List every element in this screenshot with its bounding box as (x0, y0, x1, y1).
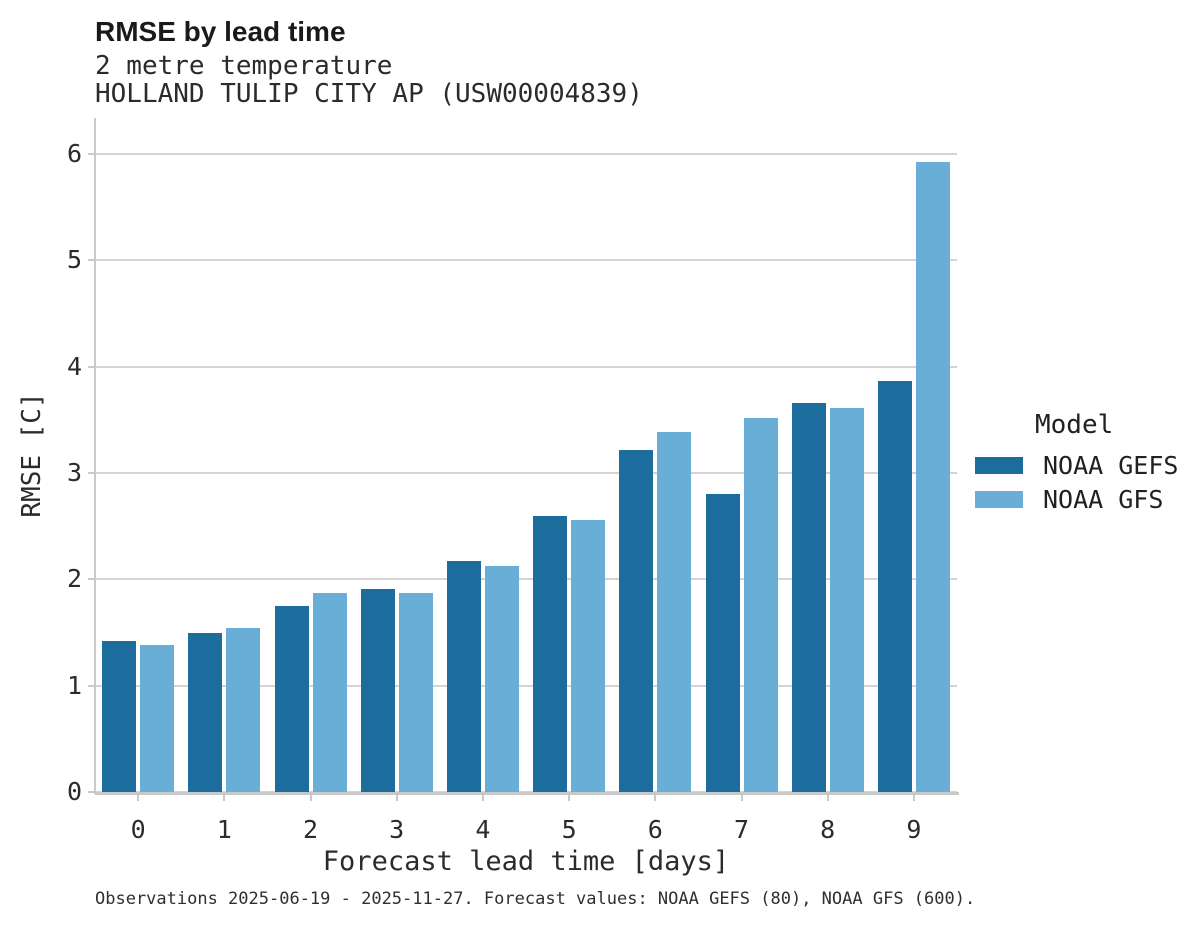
x-tick-mark-8 (826, 795, 829, 801)
x-tick-label-4: 4 (475, 815, 491, 844)
y-tick-mark-2 (88, 578, 95, 581)
bar-noaa-gfs-day-9 (915, 161, 950, 792)
x-tick-label-5: 5 (561, 815, 577, 844)
x-tick-label-6: 6 (647, 815, 663, 844)
y-tick-mark-0 (88, 791, 95, 793)
legend-swatch-noaa-gefs (975, 456, 1023, 474)
y-tick-label-1: 1 (66, 670, 82, 700)
bar-noaa-gefs-day-9 (877, 380, 912, 792)
y-tick-label-3: 3 (66, 458, 82, 488)
bar-noaa-gefs-day-8 (791, 402, 826, 792)
y-axis-line (94, 118, 96, 794)
y-tick-label-6: 6 (66, 139, 82, 169)
chart-title: RMSE by lead time (95, 16, 346, 47)
x-tick-label-3: 3 (389, 815, 405, 844)
bar-noaa-gfs-day-1 (226, 628, 261, 792)
legend-label: NOAA GFS (1043, 484, 1164, 514)
bar-noaa-gfs-day-7 (743, 417, 778, 792)
x-axis-line (95, 792, 959, 795)
y-tick-mark-3 (88, 472, 95, 475)
bar-noaa-gfs-day-6 (657, 431, 692, 792)
chart-subtitle-variable: 2 metre temperature (95, 51, 393, 81)
legend-item-noaa-gfs: NOAA GFS (975, 482, 1190, 516)
y-tick-mark-1 (88, 684, 95, 687)
bar-noaa-gefs-day-6 (619, 449, 654, 792)
y-tick-mark-6 (88, 153, 95, 156)
y-tick-label-5: 5 (66, 245, 82, 275)
x-tick-mark-5 (568, 795, 571, 801)
bar-noaa-gefs-day-4 (446, 561, 481, 792)
x-axis-title: Forecast lead time [days] (322, 846, 730, 877)
gridline-y-1 (95, 684, 957, 687)
gridline-y-5 (95, 259, 957, 262)
bar-noaa-gefs-day-0 (102, 641, 137, 792)
x-tick-mark-2 (309, 795, 312, 801)
y-tick-label-4: 4 (66, 351, 82, 381)
gridline-y-2 (95, 578, 957, 581)
x-tick-mark-6 (654, 795, 657, 801)
x-tick-label-1: 1 (216, 815, 232, 844)
y-axis-title: RMSE [C] (17, 392, 47, 518)
x-tick-label-7: 7 (733, 815, 750, 844)
bar-noaa-gfs-day-4 (484, 565, 519, 792)
legend: Model NOAA GEFS NOAA GFS (975, 410, 1190, 516)
legend-label: NOAA GEFS (1043, 450, 1179, 480)
x-tick-mark-4 (481, 795, 484, 801)
legend-item-noaa-gefs: NOAA GEFS (975, 448, 1190, 482)
legend-swatch-noaa-gfs (975, 490, 1023, 508)
bar-noaa-gefs-day-7 (705, 494, 740, 792)
bar-noaa-gfs-day-2 (312, 593, 347, 792)
gridline-y-3 (95, 472, 957, 475)
bar-noaa-gfs-day-5 (571, 519, 606, 792)
x-tick-label-2: 2 (302, 815, 319, 844)
legend-title: Model (1035, 410, 1114, 440)
x-tick-mark-9 (912, 795, 915, 801)
bar-noaa-gefs-day-5 (533, 515, 568, 792)
x-tick-mark-3 (395, 795, 398, 801)
bar-noaa-gefs-day-3 (360, 588, 395, 792)
gridline-y-6 (95, 153, 957, 156)
plot-panel (95, 118, 957, 793)
bar-noaa-gfs-day-3 (398, 593, 433, 792)
x-tick-label-9: 9 (906, 815, 922, 844)
bar-noaa-gfs-day-0 (140, 645, 175, 792)
legend-items: NOAA GEFS NOAA GFS (975, 448, 1190, 516)
x-tick-mark-0 (137, 795, 140, 801)
y-tick-mark-5 (88, 259, 95, 262)
y-tick-label-0: 0 (66, 777, 82, 806)
y-tick-label-2: 2 (66, 564, 82, 594)
x-tick-label-0: 0 (130, 815, 146, 844)
caption: Observations 2025-06-19 - 2025-11-27. Fo… (95, 889, 976, 909)
chart-subtitle-station: HOLLAND TULIP CITY AP (USW00004839) (95, 79, 643, 109)
x-tick-mark-7 (740, 795, 743, 801)
gridline-y-4 (95, 365, 957, 368)
bar-noaa-gefs-day-1 (188, 632, 223, 792)
x-tick-label-8: 8 (820, 815, 836, 844)
x-tick-mark-1 (223, 795, 226, 801)
bar-noaa-gfs-day-8 (829, 408, 864, 792)
y-tick-mark-4 (88, 365, 95, 368)
bar-noaa-gefs-day-2 (274, 605, 309, 792)
